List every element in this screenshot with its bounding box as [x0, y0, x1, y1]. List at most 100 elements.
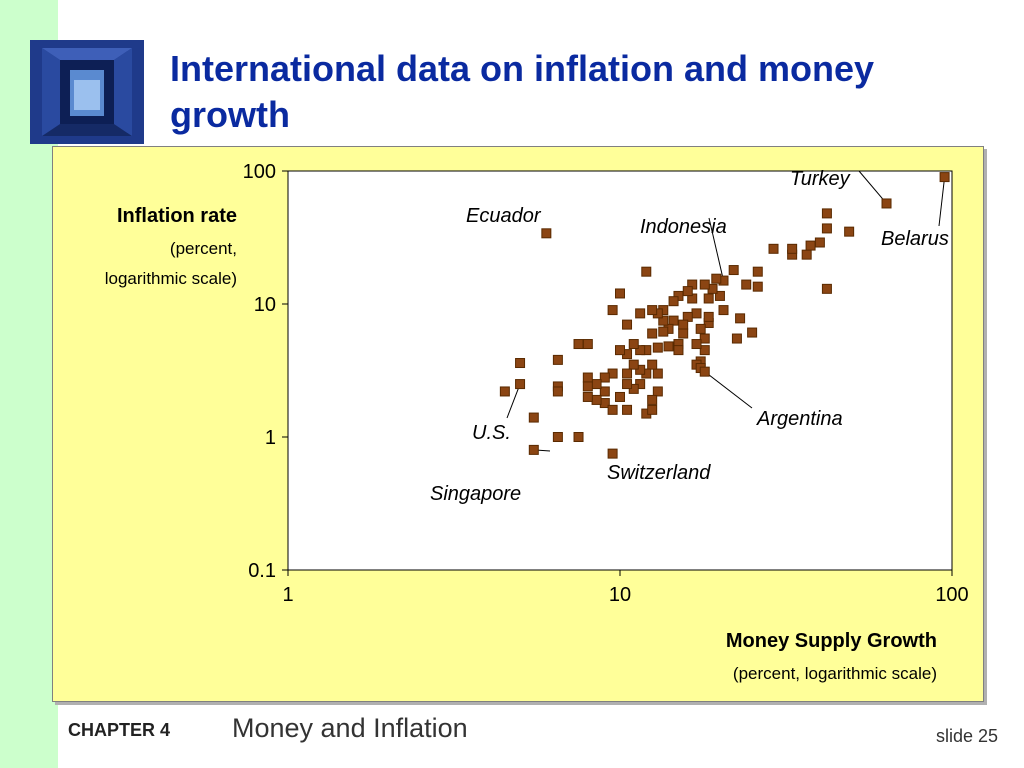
data-point [844, 226, 855, 237]
annotation-leader [708, 217, 724, 281]
y-tick-label: 1 [265, 427, 276, 449]
x-tick-label: 1 [282, 584, 293, 606]
data-point [668, 315, 679, 326]
data-point [528, 444, 539, 455]
data-point [805, 240, 816, 251]
y-tick-label: 100 [243, 161, 276, 183]
data-point [682, 286, 693, 297]
data-point [741, 279, 752, 290]
data-point [552, 432, 563, 442]
data-point [663, 341, 674, 352]
data-point [541, 228, 552, 239]
annotation-leader [704, 371, 753, 409]
data-point [768, 243, 779, 254]
data-point [881, 198, 892, 209]
annotation-indonesia: Indonesia [640, 216, 727, 238]
data-point [647, 359, 658, 370]
slide-number: slide 25 [935, 726, 998, 746]
annotation-leader-lines [506, 170, 946, 452]
data-point [821, 223, 832, 234]
data-point [699, 345, 710, 356]
data-point [607, 404, 618, 415]
y-tick-label: 10 [254, 294, 276, 316]
footer-chapter: CHAPTER 4 [68, 720, 171, 740]
annotation-leader [938, 177, 946, 227]
data-point [573, 339, 584, 350]
data-point [647, 394, 658, 405]
data-point [582, 339, 593, 350]
data-point [622, 368, 633, 379]
data-point [652, 342, 663, 353]
data-point [821, 208, 832, 219]
x-axis-label: Money Supply Growth [726, 630, 937, 652]
scatter-chart: 0.1 1 10 100 1 10 100 Inflation rate (percent,… [105, 161, 969, 683]
annotation-singapore: Singapore [430, 483, 521, 505]
data-point [528, 412, 539, 423]
data-point [787, 243, 798, 254]
data-point [658, 315, 669, 326]
slide-title: International data on inflation and mone… [170, 48, 875, 135]
annotation-ecuador: Ecuador [466, 205, 542, 227]
data-point [615, 391, 625, 402]
data-point [699, 366, 710, 377]
data-point [622, 379, 633, 390]
data-point [801, 249, 812, 260]
data-point [515, 379, 526, 390]
data-point [647, 305, 658, 316]
data-point [635, 364, 646, 375]
data-point [599, 386, 610, 397]
y-axis-label-sub2: logarithmic scale) [105, 269, 237, 288]
data-point [582, 372, 593, 383]
data-point [615, 288, 625, 299]
data-point [673, 345, 684, 356]
data-point [752, 266, 763, 277]
y-axis-label: Inflation rate [117, 205, 237, 227]
data-point [735, 313, 746, 324]
annotation-belarus: Belarus [881, 228, 949, 250]
data-point [652, 368, 663, 379]
y-axis-label-sub1: (percent, [170, 239, 237, 258]
data-point [599, 372, 610, 383]
data-point [939, 172, 950, 183]
data-point [552, 354, 563, 365]
data-point [499, 386, 510, 397]
plot-area [287, 170, 953, 571]
data-point [711, 273, 722, 284]
x-axis-label-sub: (percent, logarithmic scale) [733, 664, 937, 683]
x-tick-label: 10 [609, 584, 631, 606]
data-point [622, 319, 633, 330]
data-point [628, 359, 639, 370]
data-point [714, 290, 725, 301]
data-point [658, 326, 669, 337]
x-tick-label: 100 [935, 584, 968, 606]
data-point [607, 305, 618, 316]
data-point [718, 305, 729, 316]
footer-topic: Money and Inflation [232, 713, 468, 743]
annotation-leader [506, 383, 521, 419]
data-point [703, 311, 714, 322]
data-point [731, 333, 742, 344]
data-point [647, 404, 658, 415]
y-tick-label: 0.1 [248, 560, 276, 582]
data-point [821, 283, 832, 294]
data-point [582, 391, 593, 402]
data-point [591, 394, 602, 405]
data-point [678, 319, 689, 330]
annotation-turkey: Turkey [790, 168, 851, 190]
data-point [678, 328, 689, 339]
data-point [699, 279, 710, 290]
axes: 0.1 1 10 100 1 10 100 [243, 161, 969, 606]
data-point [695, 323, 706, 334]
data-point [641, 266, 652, 277]
data-point [628, 339, 639, 350]
data-point [652, 386, 663, 397]
annotation-leader [858, 170, 887, 204]
data-point [552, 386, 563, 397]
data-point [622, 404, 633, 415]
data-points [499, 172, 950, 459]
chapter-logo-image [30, 40, 144, 144]
data-point [699, 333, 710, 344]
data-point [635, 345, 646, 356]
data-point [635, 308, 646, 319]
annotation-argentina: Argentina [756, 408, 843, 430]
